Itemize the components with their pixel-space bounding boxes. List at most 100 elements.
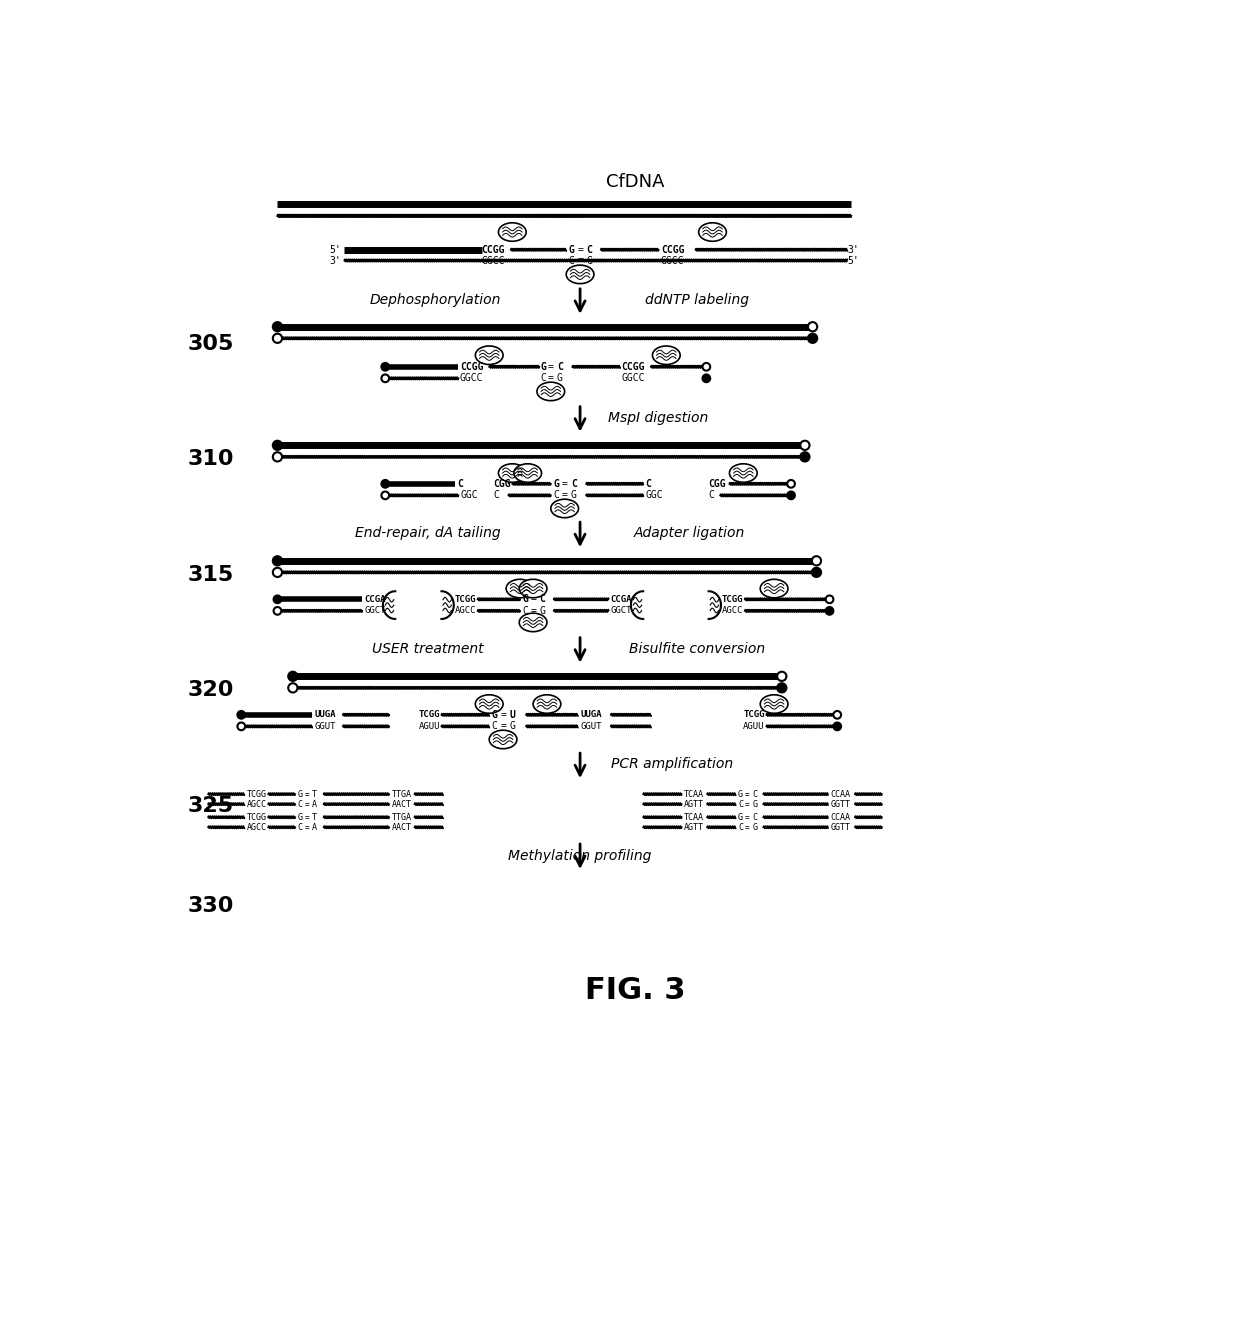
Text: A: A (312, 800, 317, 809)
Text: C: C (541, 373, 547, 384)
Text: PCR amplification: PCR amplification (611, 757, 734, 771)
Text: =: = (548, 361, 554, 372)
Ellipse shape (537, 383, 564, 401)
Text: G: G (587, 256, 591, 266)
Text: AGTT: AGTT (684, 800, 704, 809)
Text: =: = (304, 800, 309, 809)
Circle shape (812, 568, 821, 577)
Text: End-repair, dA tailing: End-repair, dA tailing (355, 526, 501, 540)
Text: =: = (577, 256, 583, 266)
Circle shape (273, 322, 281, 331)
Circle shape (237, 723, 246, 731)
Text: AACT: AACT (392, 822, 412, 831)
Text: GGUT: GGUT (315, 722, 336, 731)
Circle shape (274, 596, 281, 604)
Ellipse shape (475, 346, 503, 364)
Text: TCGG: TCGG (247, 789, 267, 798)
Text: Methylation profiling: Methylation profiling (508, 849, 652, 863)
Text: ddNTP labeling: ddNTP labeling (645, 293, 749, 307)
Circle shape (808, 322, 817, 331)
Text: AGUU: AGUU (743, 722, 765, 731)
Ellipse shape (760, 695, 787, 714)
Text: G: G (522, 594, 528, 604)
Text: C: C (298, 822, 303, 831)
Circle shape (273, 568, 281, 577)
Text: TCGG: TCGG (455, 594, 476, 604)
Text: GGTT: GGTT (831, 822, 851, 831)
Text: G: G (557, 373, 563, 384)
Ellipse shape (520, 613, 547, 632)
Ellipse shape (513, 463, 542, 482)
Circle shape (382, 491, 389, 499)
Text: CCGG: CCGG (661, 245, 684, 254)
Text: =: = (500, 722, 506, 731)
Text: 315: 315 (187, 564, 233, 585)
Ellipse shape (533, 695, 560, 714)
Text: T: T (312, 789, 317, 798)
Text: 305: 305 (187, 334, 233, 354)
Text: =: = (562, 479, 568, 489)
Text: 3': 3' (847, 245, 859, 254)
Text: GGC: GGC (461, 490, 479, 500)
Text: 3': 3' (330, 256, 341, 266)
Text: C: C (568, 256, 574, 266)
Text: GGTT: GGTT (831, 800, 851, 809)
Text: GGCC: GGCC (621, 373, 645, 384)
Text: CCGG: CCGG (621, 361, 645, 372)
Text: AGUU: AGUU (418, 722, 440, 731)
Text: TCGG: TCGG (418, 710, 440, 719)
Text: 320: 320 (187, 681, 233, 700)
Circle shape (787, 491, 795, 499)
Text: C: C (570, 479, 577, 489)
Text: C: C (753, 813, 758, 822)
Text: TTGA: TTGA (392, 813, 412, 822)
Text: C: C (738, 822, 743, 831)
Text: T: T (312, 813, 317, 822)
Circle shape (800, 453, 810, 462)
Ellipse shape (760, 580, 787, 597)
Text: G: G (738, 789, 743, 798)
Text: GGCT: GGCT (365, 606, 386, 616)
Circle shape (382, 481, 389, 487)
Text: UUGA: UUGA (315, 710, 336, 719)
Text: AGCC: AGCC (455, 606, 476, 616)
Text: CCAA: CCAA (831, 813, 851, 822)
Text: GGUT: GGUT (580, 722, 601, 731)
Text: CCGA: CCGA (611, 594, 632, 604)
Ellipse shape (551, 499, 579, 518)
Text: 5': 5' (330, 245, 341, 254)
Circle shape (237, 711, 246, 719)
Text: AGCC: AGCC (247, 822, 267, 831)
Ellipse shape (652, 346, 681, 364)
Text: =: = (745, 789, 749, 798)
Ellipse shape (475, 695, 503, 714)
Text: TCGG: TCGG (743, 710, 765, 719)
Circle shape (273, 453, 281, 462)
Text: C: C (494, 490, 498, 500)
Circle shape (808, 334, 817, 343)
Text: CGG: CGG (494, 479, 511, 489)
Text: CGG: CGG (708, 479, 727, 489)
Text: G: G (541, 361, 547, 372)
Text: AGTT: AGTT (684, 822, 704, 831)
Text: GGCC: GGCC (661, 256, 684, 266)
Text: C: C (557, 361, 563, 372)
Text: C: C (738, 800, 743, 809)
Text: =: = (548, 373, 554, 384)
Text: C: C (753, 789, 758, 798)
Text: 5': 5' (847, 256, 859, 266)
Text: AGCC: AGCC (722, 606, 743, 616)
Text: CCGA: CCGA (365, 594, 386, 604)
Text: UUGA: UUGA (580, 710, 601, 719)
Text: G: G (570, 490, 577, 500)
Text: C: C (522, 606, 528, 616)
Ellipse shape (567, 265, 594, 283)
Text: =: = (531, 606, 536, 616)
Text: G: G (539, 606, 546, 616)
Text: CfDNA: CfDNA (606, 173, 665, 191)
Text: C: C (456, 479, 463, 489)
Text: Adapter ligation: Adapter ligation (634, 526, 745, 540)
Text: AGCC: AGCC (247, 800, 267, 809)
Text: AACT: AACT (392, 800, 412, 809)
Text: G: G (298, 813, 303, 822)
